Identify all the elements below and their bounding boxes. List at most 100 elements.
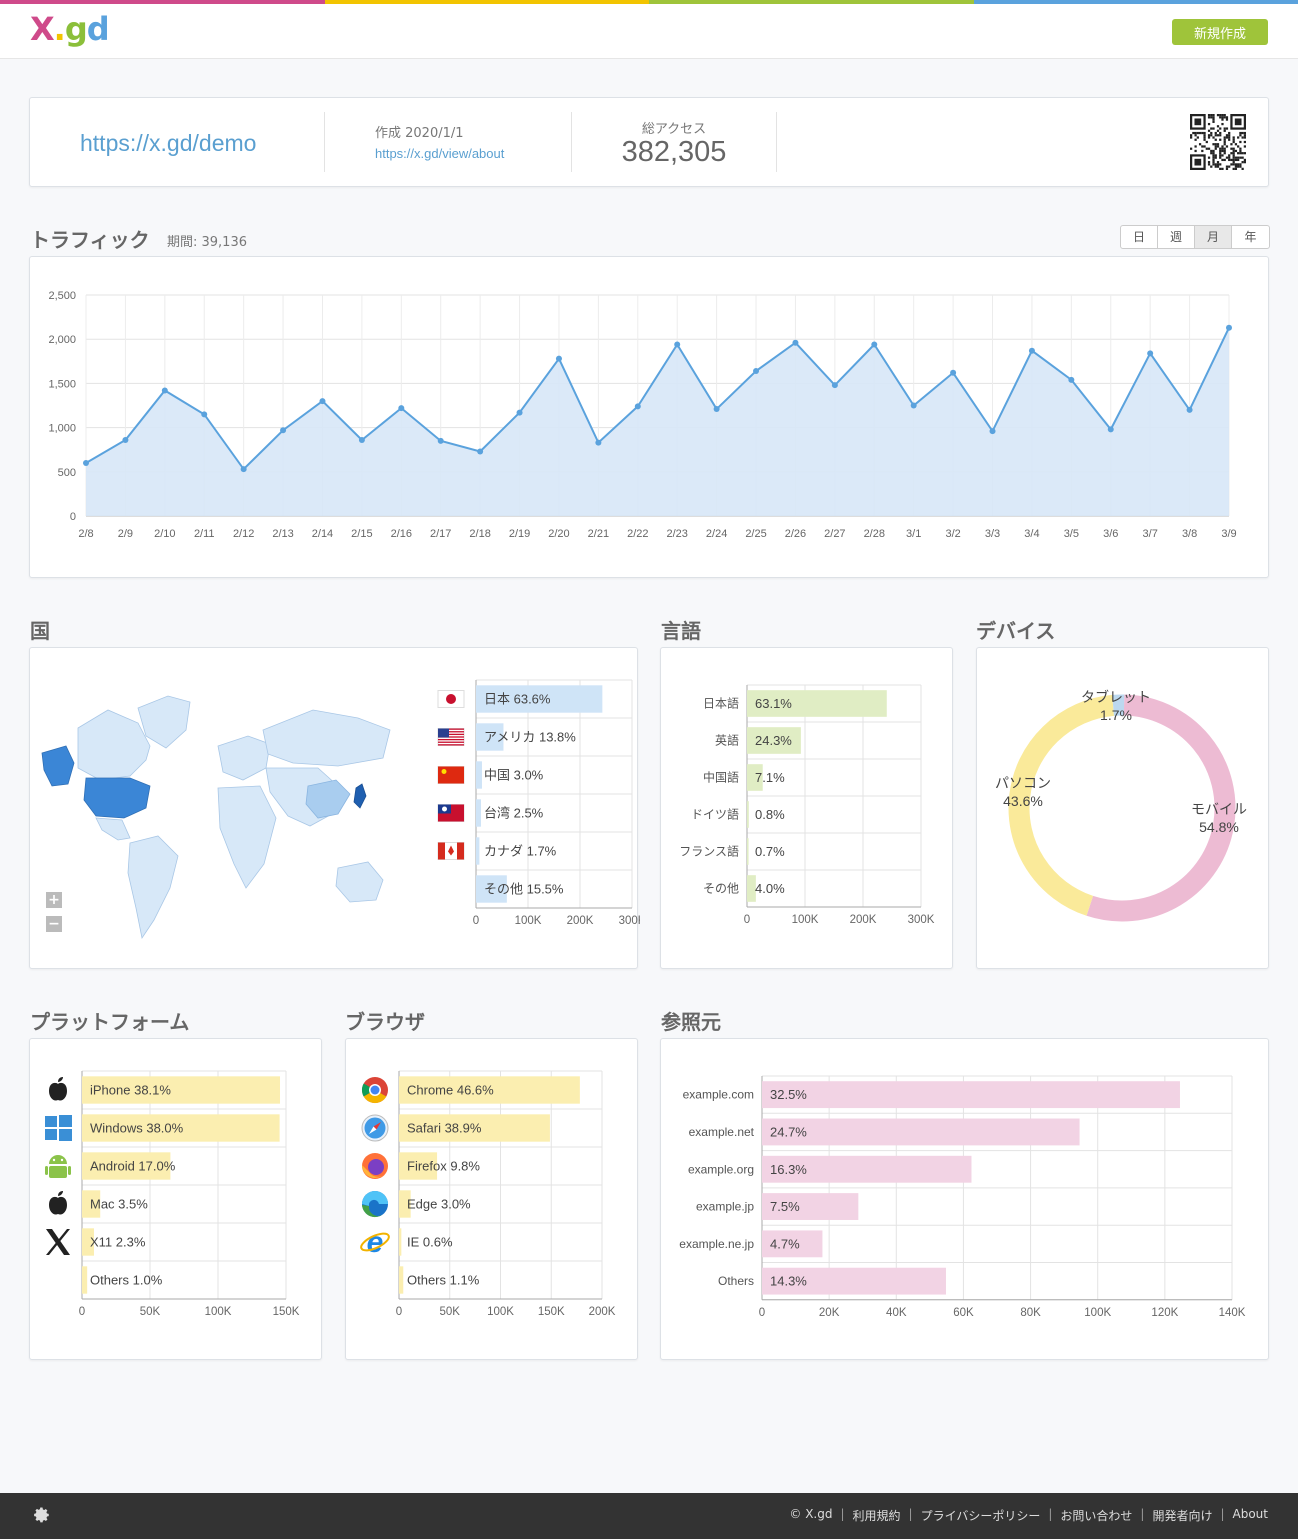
tab-day[interactable]: 日 — [1121, 226, 1158, 248]
logo-d: d — [86, 10, 110, 48]
traffic-x-tick: 3/2 — [945, 528, 960, 540]
qr-module — [1239, 147, 1242, 150]
qr-module — [1194, 149, 1197, 153]
language-x-tick: 200K — [850, 914, 877, 926]
qr-module — [1225, 118, 1229, 121]
qr-module — [1243, 140, 1246, 144]
traffic-x-tick: 3/7 — [1143, 528, 1158, 540]
view-link[interactable]: https://x.gd/view/about — [375, 146, 505, 161]
language-category-label: フランス語 — [679, 844, 739, 859]
qr-module — [1216, 129, 1220, 132]
language-category-label: 中国語 — [703, 770, 739, 785]
traffic-point — [910, 402, 917, 409]
referrer-x-tick: 140K — [1219, 1307, 1246, 1319]
traffic-point — [713, 406, 720, 413]
traffic-x-tick: 2/11 — [194, 528, 215, 540]
flag-ca-bar — [457, 842, 464, 860]
referrer-bar — [762, 1118, 1080, 1146]
qr-module — [1230, 163, 1233, 166]
total-access-value: 382,305 — [621, 136, 727, 168]
qr-module — [1219, 127, 1222, 130]
qr-module — [1205, 140, 1208, 144]
language-category-label: その他 — [703, 882, 739, 896]
new-create-button[interactable]: 新規作成 — [1172, 19, 1268, 45]
short-url-link[interactable]: https://x.gd/demo — [80, 130, 257, 156]
map-china-highlight — [305, 779, 351, 819]
traffic-point — [1226, 324, 1232, 331]
map-japan-highlight — [353, 783, 367, 809]
qr-module — [1219, 134, 1222, 137]
gear-icon[interactable] — [33, 1506, 51, 1524]
world-map[interactable] — [38, 668, 398, 968]
map-africa — [217, 785, 277, 889]
traffic-x-tick: 3/5 — [1064, 528, 1079, 540]
qr-module — [1214, 131, 1217, 135]
map-mexico — [95, 817, 131, 841]
logo-dot: . — [53, 10, 66, 48]
footer: © X.gd | 利用規約 | プライバシーポリシー | お問い合わせ | 開発者向け |… — [0, 1493, 1298, 1539]
qr-module — [1223, 149, 1226, 153]
platform-bar-label: Others 1.0% — [90, 1273, 163, 1288]
qr-module — [1223, 136, 1226, 139]
language-card: 0 100K 200K 300K 日本語 63.1% 英語 24.3% 中国語 7.1% ドイツ語 0… — [660, 647, 953, 969]
tab-week[interactable]: 週 — [1158, 226, 1195, 248]
referrer-category-label: example.com — [683, 1088, 754, 1102]
qr-module — [1232, 167, 1235, 170]
qr-module — [1219, 156, 1222, 159]
traffic-point — [555, 355, 562, 362]
device-donut-chart: モバイル 54.8% パソコン 43.6% タブレット 1.7% — [995, 689, 1247, 922]
language-value-label: 24.3% — [755, 733, 792, 748]
qr-module — [1232, 156, 1235, 159]
referrer-x-tick: 20K — [819, 1307, 840, 1319]
device-slice-name: パソコン — [995, 775, 1051, 791]
qr-module — [1214, 138, 1217, 141]
traffic-x-tick: 2/19 — [509, 528, 530, 540]
qr-module — [1239, 134, 1242, 137]
qr-module — [1219, 163, 1222, 166]
footer-link-developers[interactable]: 開発者向け — [1152, 1509, 1213, 1523]
map-zoom-in-button[interactable]: + — [46, 892, 62, 908]
qr-module — [1194, 145, 1197, 148]
qr-module — [1234, 156, 1238, 159]
footer-link-privacy[interactable]: プライバシーポリシー — [920, 1509, 1041, 1523]
qr-module — [1228, 158, 1231, 162]
qr-module — [1212, 158, 1215, 162]
flag-us-canton — [438, 728, 449, 738]
qr-module — [1223, 127, 1226, 130]
qr-module — [1210, 116, 1213, 119]
flag-ca-leaf — [448, 845, 454, 856]
country-bar-label: アメリカ 13.8% — [484, 730, 576, 745]
qr-module — [1225, 156, 1229, 159]
traffic-x-tick: 2/21 — [588, 528, 609, 540]
qr-module — [1232, 136, 1235, 139]
platform-bar-label: iPhone 38.1% — [90, 1083, 171, 1098]
footer-link-about[interactable]: About — [1232, 1507, 1268, 1521]
firefox-icon — [362, 1153, 388, 1179]
footer-link-terms[interactable]: 利用規約 — [852, 1509, 901, 1523]
qr-code-icon[interactable] — [1190, 114, 1246, 170]
flag-ca-bar — [438, 842, 445, 860]
qr-module — [1221, 167, 1224, 170]
traffic-point — [595, 439, 602, 446]
traffic-x-tick: 3/8 — [1182, 528, 1197, 540]
traffic-point — [83, 459, 89, 466]
map-greenland — [137, 695, 191, 749]
map-canada — [77, 709, 151, 781]
tab-month[interactable]: 月 — [1195, 226, 1232, 248]
qr-module — [1216, 125, 1220, 128]
map-russia — [262, 709, 391, 767]
flag-us-stripe — [438, 731, 464, 733]
xgd-logo[interactable]: X.gd — [30, 10, 110, 48]
map-zoom-out-button[interactable]: − — [46, 916, 62, 932]
platform-bar-label: Windows 38.0% — [90, 1121, 184, 1136]
qr-module — [1212, 127, 1215, 130]
tab-year[interactable]: 年 — [1244, 230, 1257, 244]
language-bar — [747, 801, 749, 828]
platform-bar — [82, 1266, 88, 1294]
footer-link-contact[interactable]: お問い合わせ — [1060, 1509, 1133, 1523]
qr-module — [1223, 138, 1226, 141]
qr-module — [1221, 147, 1224, 150]
language-bar-chart: 0 100K 200K 300K 日本語 63.1% 英語 24.3% 中国語 7.1% ドイツ語 0… — [679, 684, 935, 926]
qr-module — [1212, 163, 1215, 166]
country-bar — [476, 875, 507, 903]
